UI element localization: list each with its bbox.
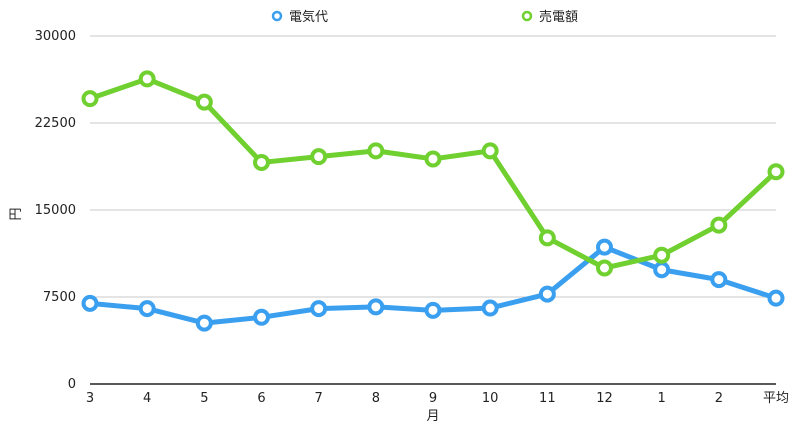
x-tick-label: 4: [143, 391, 151, 406]
data-point: [253, 153, 270, 171]
data-point: [81, 294, 99, 312]
x-tick-label: 8: [372, 391, 380, 406]
data-point: [653, 246, 671, 264]
data-point: [253, 308, 270, 326]
y-tick-labels: 0 7500 15000 22500 30000: [35, 29, 76, 392]
data-point: [310, 300, 328, 318]
data-point: [138, 300, 156, 318]
data-point: [424, 150, 442, 168]
data-point: [481, 299, 499, 317]
data-point: [653, 261, 671, 279]
data-point: [767, 289, 785, 307]
data-point: [138, 70, 156, 88]
x-tick-label: 2: [715, 391, 723, 406]
data-point: [596, 259, 613, 277]
gridlines: [90, 35, 776, 298]
series-0: [81, 238, 785, 332]
y-tick-label: 22500: [35, 116, 76, 131]
y-axis-title: 円: [9, 207, 24, 220]
series-line: [87, 76, 779, 271]
series-1: [81, 70, 785, 277]
x-tick-label: 3: [86, 391, 94, 406]
x-tick-label: 10: [482, 391, 499, 406]
x-tick-label: 5: [200, 391, 208, 406]
data-point: [767, 163, 785, 181]
y-tick-label: 30000: [35, 29, 76, 44]
data-point: [195, 314, 213, 332]
legend-label: 売電額: [539, 9, 578, 25]
y-tick-label: 15000: [35, 203, 76, 218]
x-axis-title: 月: [426, 409, 439, 424]
x-tick-label: 6: [257, 391, 265, 406]
data-point: [81, 90, 99, 108]
data-point: [367, 298, 385, 316]
x-tick-label: 1: [658, 391, 666, 406]
legend-marker: [271, 10, 283, 22]
data-point: [424, 301, 442, 319]
x-tick-labels: 3 4 5 6 7 8 9 10 11 12 1 2 平均: [86, 391, 789, 406]
data-point: [481, 142, 499, 160]
data-point: [710, 216, 728, 234]
data-point: [195, 93, 213, 111]
x-tick-label: 7: [315, 391, 323, 406]
y-tick-label: 0: [68, 377, 76, 392]
data-point: [538, 229, 556, 247]
legend-label: 電気代: [289, 9, 328, 25]
x-tick-label: 9: [429, 391, 437, 406]
x-tick-label: 平均: [763, 391, 789, 406]
data-point: [310, 148, 328, 166]
x-tick-label: 12: [596, 391, 613, 406]
data-point: [538, 285, 556, 303]
legend: 電気代 売電額: [271, 9, 578, 25]
x-tick-label: 11: [539, 391, 556, 406]
y-tick-label: 7500: [43, 290, 76, 305]
data-point: [710, 271, 728, 289]
legend-marker: [521, 10, 533, 22]
data-point: [367, 142, 385, 160]
data-point: [596, 238, 613, 256]
